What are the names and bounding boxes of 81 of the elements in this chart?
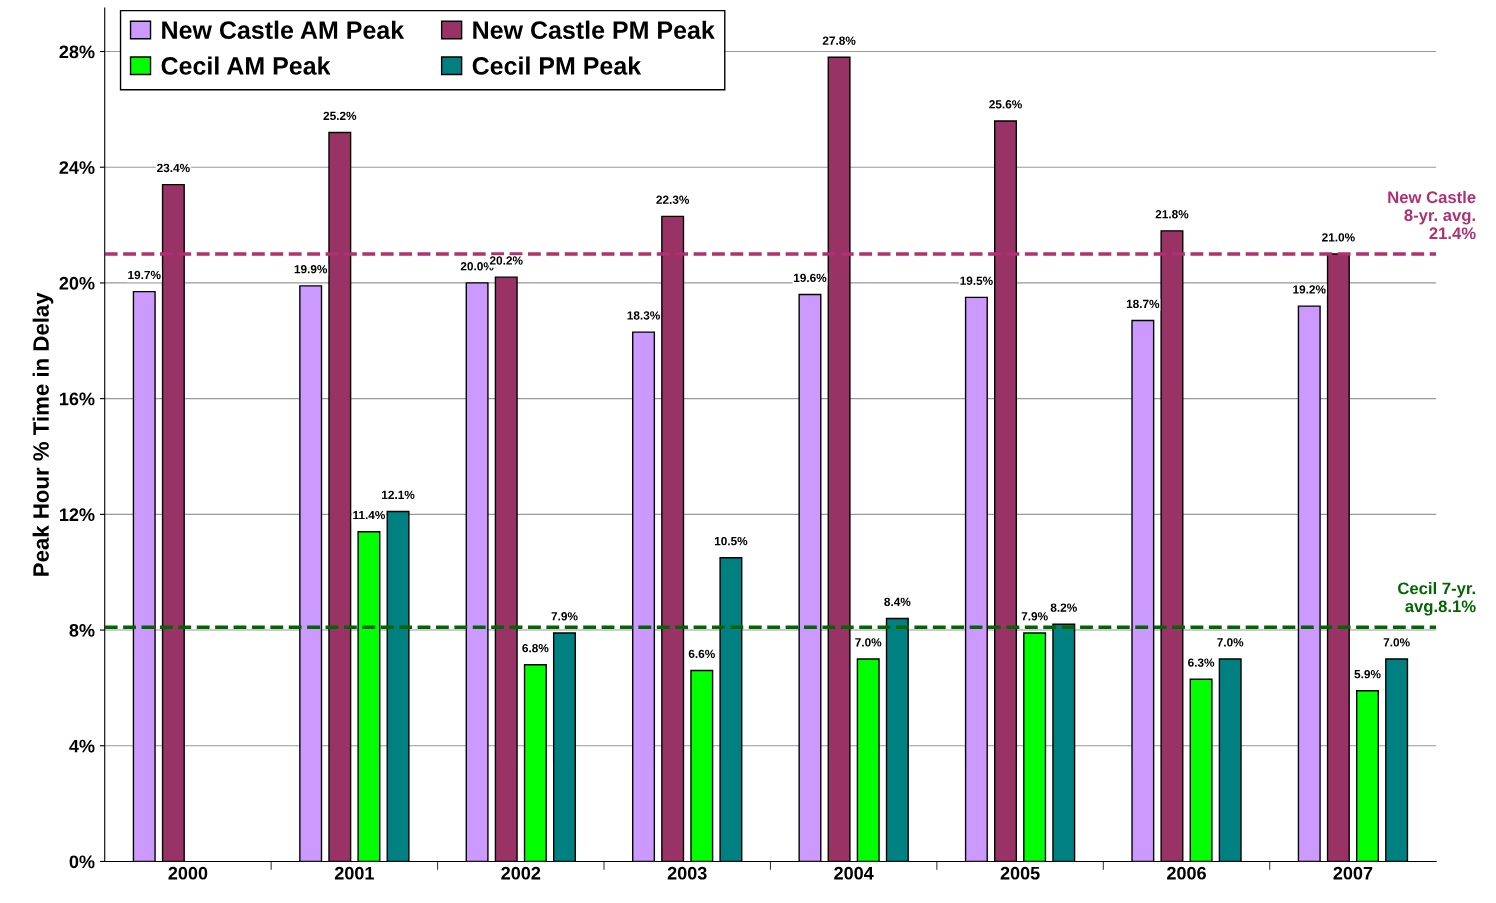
bar — [552, 632, 576, 862]
bar — [885, 617, 909, 862]
bar — [1023, 632, 1047, 862]
y-tick-label: 24% — [59, 161, 95, 174]
bar — [523, 664, 547, 862]
x-tick-label: 2006 — [1167, 866, 1206, 880]
y-tick-label: 0% — [69, 855, 95, 869]
data-label: 22.3% — [656, 195, 690, 204]
bar — [1052, 623, 1076, 862]
bar — [1297, 305, 1321, 862]
data-label: 11.4% — [353, 510, 386, 520]
data-label: 19.2% — [1293, 285, 1326, 294]
bar — [856, 658, 880, 862]
x-tick-label: 2005 — [1000, 866, 1040, 880]
data-label: 25.6% — [989, 100, 1022, 109]
data-label: 18.3% — [627, 311, 660, 320]
y-tick-label: 20% — [59, 276, 95, 290]
x-tick-label: 2000 — [168, 866, 208, 880]
bar — [386, 510, 410, 862]
bar — [161, 183, 185, 862]
bar — [494, 276, 518, 862]
legend-label: Cecil AM Peak — [161, 56, 331, 75]
y-tick-label: 28% — [59, 45, 95, 59]
bar — [1326, 253, 1350, 862]
x-tick-label: 2004 — [834, 866, 874, 880]
ref-line-label: Cecil 7-yr. avg.8.1% — [1398, 582, 1476, 616]
x-tick-label: 2003 — [667, 866, 707, 880]
y-tick-label: 16% — [60, 392, 95, 406]
bar — [719, 557, 743, 862]
data-label: 7.0% — [855, 638, 882, 647]
data-label: 5.9% — [1354, 669, 1381, 679]
y-tick-label: 4% — [69, 739, 95, 753]
bar — [690, 669, 714, 862]
y-tick-label: 8% — [69, 623, 95, 637]
bar — [328, 131, 352, 862]
bar — [1131, 319, 1155, 862]
bar — [994, 120, 1018, 862]
data-label: 7.9% — [551, 612, 578, 621]
data-label: 8.2% — [1050, 603, 1077, 612]
data-label: 25.2% — [323, 111, 357, 121]
data-label: 21.0% — [1322, 233, 1355, 242]
bar — [1355, 690, 1380, 862]
ref-line-label: New Castle 8-yr. avg. 21.4% — [1388, 190, 1476, 240]
data-label: 21.8% — [1155, 210, 1189, 219]
legend-label: New Castle AM Peak — [162, 20, 405, 39]
bar — [1160, 230, 1184, 862]
bar — [661, 215, 685, 862]
bar — [964, 296, 988, 862]
data-label: 23.4% — [157, 163, 190, 173]
data-label: 7.0% — [1383, 638, 1410, 647]
y-axis-title: Peak Hour % Time in Delay — [32, 292, 54, 576]
x-tick-label: 2001 — [334, 866, 374, 880]
x-tick-label: 2007 — [1333, 866, 1373, 880]
data-label: 6.6% — [688, 649, 715, 659]
bar — [1218, 658, 1242, 862]
bar — [827, 56, 851, 862]
data-label: 10.5% — [714, 536, 748, 546]
data-label: 7.0% — [1217, 638, 1244, 647]
legend-label: New Castle PM Peak — [473, 20, 715, 39]
data-label: 27.8% — [822, 36, 856, 45]
data-label: 8.4% — [884, 597, 911, 607]
data-label: 19.7% — [128, 270, 161, 280]
legend-label: Cecil PM Peak — [472, 56, 642, 75]
data-label: 12.1% — [382, 490, 415, 499]
data-label: 18.7% — [1126, 299, 1160, 309]
bar — [465, 282, 489, 862]
y-tick-label: 12% — [60, 508, 95, 522]
bar — [132, 290, 156, 862]
x-tick-label: 2002 — [501, 866, 541, 880]
data-label: 6.3% — [1188, 658, 1215, 667]
data-label: 19.5% — [960, 276, 993, 285]
data-label: 7.9% — [1021, 612, 1048, 621]
bar — [798, 293, 822, 862]
bar — [1385, 658, 1409, 862]
bar — [1189, 678, 1213, 862]
bar — [632, 331, 656, 862]
bar — [299, 285, 323, 862]
data-label: 19.6% — [793, 273, 827, 283]
data-label: 6.8% — [522, 643, 549, 653]
data-label: 19.9% — [294, 265, 328, 274]
bar — [357, 531, 381, 862]
